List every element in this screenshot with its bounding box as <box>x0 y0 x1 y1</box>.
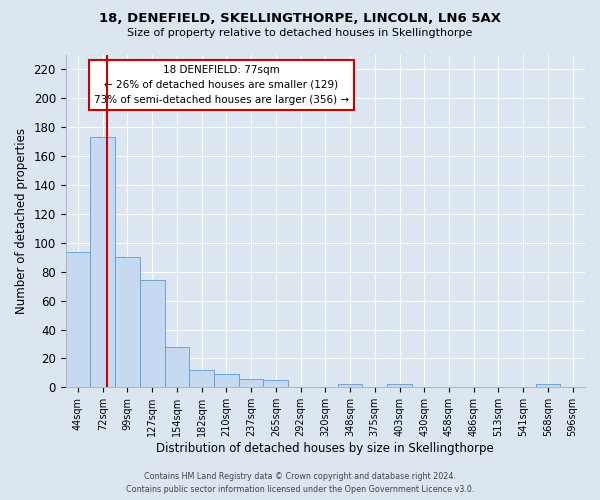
Bar <box>536 384 560 388</box>
Bar <box>387 384 412 388</box>
Bar <box>214 374 239 388</box>
Bar <box>164 347 190 388</box>
Bar <box>91 138 115 388</box>
Bar <box>338 384 362 388</box>
Text: 18, DENEFIELD, SKELLINGTHORPE, LINCOLN, LN6 5AX: 18, DENEFIELD, SKELLINGTHORPE, LINCOLN, … <box>99 12 501 24</box>
Y-axis label: Number of detached properties: Number of detached properties <box>15 128 28 314</box>
Bar <box>140 280 164 388</box>
Bar <box>239 378 263 388</box>
X-axis label: Distribution of detached houses by size in Skellingthorpe: Distribution of detached houses by size … <box>157 442 494 455</box>
Bar <box>65 252 91 388</box>
Bar <box>263 380 288 388</box>
Bar <box>190 370 214 388</box>
Text: Size of property relative to detached houses in Skellingthorpe: Size of property relative to detached ho… <box>127 28 473 38</box>
Text: 18 DENEFIELD: 77sqm
← 26% of detached houses are smaller (129)
73% of semi-detac: 18 DENEFIELD: 77sqm ← 26% of detached ho… <box>94 65 349 104</box>
Bar <box>115 258 140 388</box>
Text: Contains HM Land Registry data © Crown copyright and database right 2024.
Contai: Contains HM Land Registry data © Crown c… <box>126 472 474 494</box>
